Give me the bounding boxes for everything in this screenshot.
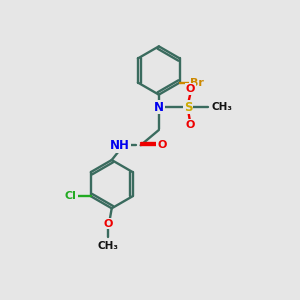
- Text: CH₃: CH₃: [98, 241, 119, 251]
- Text: O: O: [103, 219, 113, 229]
- Text: S: S: [184, 100, 193, 113]
- Text: CH₃: CH₃: [212, 102, 233, 112]
- Text: NH: NH: [110, 139, 130, 152]
- Text: O: O: [157, 140, 167, 150]
- Text: N: N: [154, 100, 164, 113]
- Text: O: O: [186, 84, 195, 94]
- Text: Cl: Cl: [65, 191, 77, 201]
- Text: Br: Br: [190, 78, 203, 88]
- Text: O: O: [185, 120, 195, 130]
